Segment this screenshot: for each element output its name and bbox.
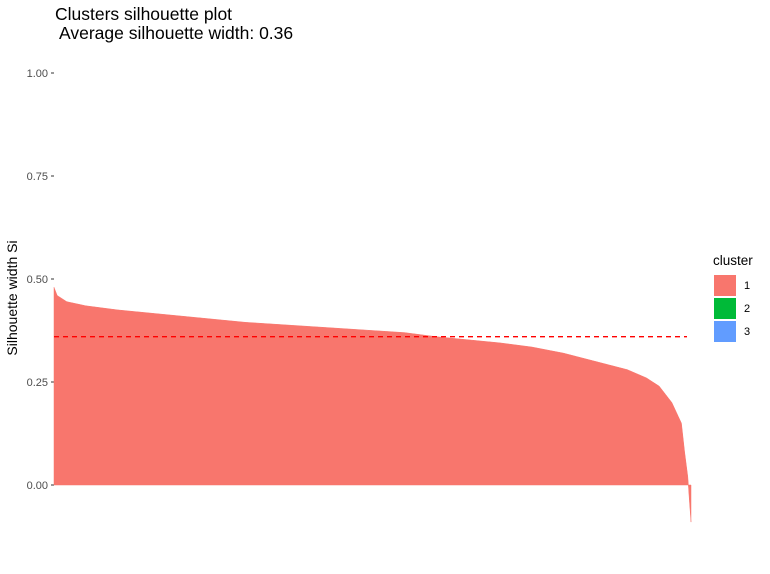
legend-key-label: 1 [744, 280, 750, 292]
y-tick-label: 0.00 [27, 480, 48, 492]
chart-title: Clusters silhouette plot [55, 4, 232, 24]
cluster-1-bars [53, 287, 692, 523]
y-tick-label: 1.00 [27, 68, 48, 80]
legend-key-swatch [714, 321, 736, 342]
y-tick-label: 0.75 [27, 171, 48, 183]
legend-key-label: 2 [744, 303, 750, 315]
y-tick-label: 0.25 [27, 377, 48, 389]
y-axis-title: Silhouette width Si [4, 240, 20, 355]
legend-key-label: 3 [744, 326, 750, 338]
legend-key-swatch [714, 298, 736, 319]
silhouette-bars [53, 287, 692, 523]
legend-key-swatch [714, 275, 736, 296]
y-tick-label: 0.50 [27, 274, 48, 286]
legend-title: cluster [713, 253, 753, 268]
chart-subtitle: Average silhouette width: 0.36 [59, 23, 293, 43]
legend: cluster 1 2 3 [713, 253, 753, 342]
y-axis: 0.00 0.25 0.50 0.75 1.00 [27, 68, 54, 492]
